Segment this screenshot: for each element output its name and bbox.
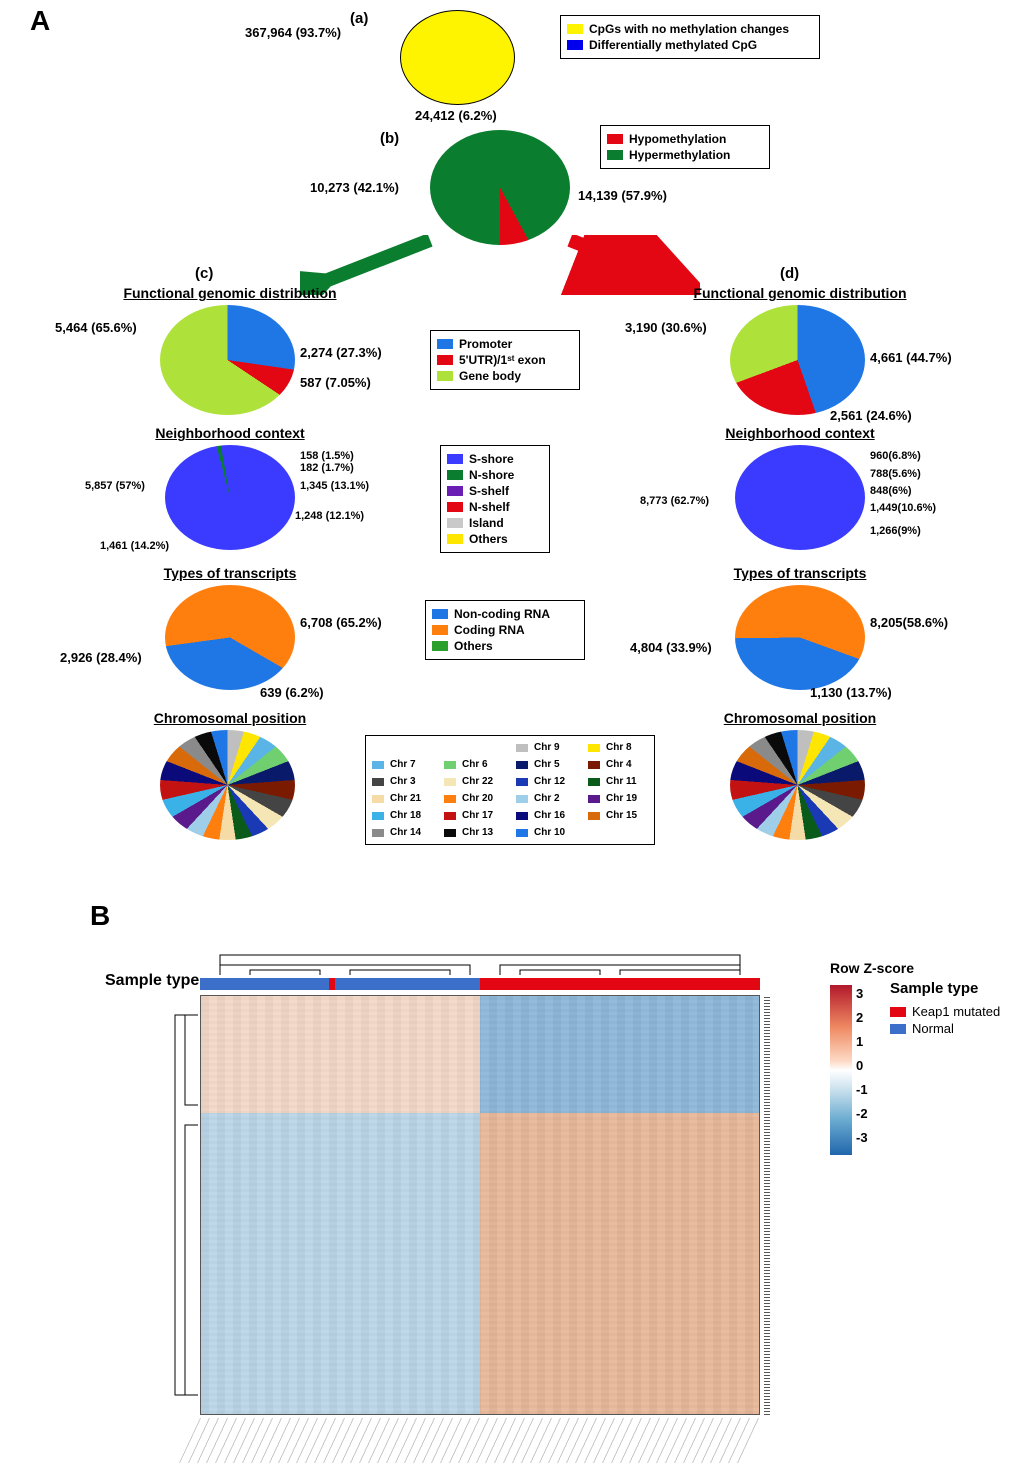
- c-tt-title: Types of transcripts: [130, 565, 330, 581]
- c-nc-5: 5,857 (57%): [85, 480, 145, 492]
- pie-d-fgd: [730, 305, 865, 415]
- legend-nc: S-shoreN-shoreS-shelfN-shelfIslandOthers: [440, 445, 550, 553]
- d-tt-r: 8,205(58.6%): [870, 615, 948, 630]
- c-fgd-rt: 2,274 (27.3%): [300, 345, 382, 360]
- c-nc-title: Neighborhood context: [130, 425, 330, 441]
- c-nc-0: 158 (1.5%): [300, 450, 354, 462]
- pie-b-right: 14,139 (57.9%): [578, 188, 667, 203]
- sample-legend-title: Sample type: [890, 980, 978, 997]
- c-fgd-title: Functional genomic distribution: [110, 285, 350, 301]
- c-nc-3: 1,248 (12.1%): [295, 510, 364, 522]
- d-nc-3: 1,449(10.6%): [870, 502, 936, 514]
- c-tt-l: 2,926 (28.4%): [60, 650, 142, 665]
- d-tt-l: 4,804 (33.9%): [630, 640, 712, 655]
- pie-a: [400, 10, 515, 105]
- pie-b: [430, 130, 570, 245]
- legend-tt: Non-coding RNACoding RNAOthers: [425, 600, 585, 660]
- pie-c-nc: [165, 445, 295, 550]
- d-fgd-left: 3,190 (30.6%): [625, 320, 707, 335]
- legend-b: HypomethylationHypermethylation: [600, 125, 770, 169]
- d-nc-5: 8,773 (62.7%): [640, 495, 709, 507]
- c-nc-1: 182 (1.7%): [300, 462, 354, 474]
- sub-a: (a): [350, 10, 368, 27]
- pie-a-bottom: 24,412 (6.2%): [415, 108, 497, 123]
- heatmap-sample-labels: [179, 1418, 760, 1463]
- legend-a: CpGs with no methylation changesDifferen…: [560, 15, 820, 59]
- d-fgd-title: Functional genomic distribution: [680, 285, 920, 301]
- c-tt-r: 6,708 (65.2%): [300, 615, 382, 630]
- dendro-top: [200, 930, 760, 975]
- figure-panel-a: A (a) 367,964 (93.7%) 24,412 (6.2%) CpGs…: [0, 0, 1020, 880]
- sub-b: (b): [380, 130, 399, 147]
- pie-c-cp: [160, 730, 295, 840]
- d-nc-title: Neighborhood context: [700, 425, 900, 441]
- pie-d-nc: [735, 445, 865, 550]
- panel-b-label: B: [90, 900, 110, 932]
- arrow-right: [560, 235, 700, 295]
- heatmap-col-labels: [764, 995, 770, 1415]
- sub-d: (d): [780, 265, 799, 282]
- heatmap: [200, 995, 760, 1415]
- pie-c-fgd: [160, 305, 295, 415]
- zscore-ticks: 3210-1-2-3: [856, 982, 868, 1150]
- c-fgd-rb: 587 (7.05%): [300, 375, 371, 390]
- figure-panel-b: B Sample type Row Z-score: [0, 900, 1020, 1470]
- c-tt-b: 639 (6.2%): [260, 685, 324, 700]
- sample-bar: [200, 978, 760, 990]
- pie-b-left: 10,273 (42.1%): [310, 180, 399, 195]
- zscore-bar: [830, 985, 852, 1155]
- sample-legend: Keap1 mutatedNormal: [890, 1002, 1000, 1038]
- c-nc-4: 1,461 (14.2%): [100, 540, 169, 552]
- pie-d-tt: [735, 585, 865, 690]
- sample-type-label: Sample type: [105, 972, 199, 990]
- c-nc-2: 1,345 (13.1%): [300, 480, 369, 492]
- d-fgd-rt: 4,661 (44.7%): [870, 350, 952, 365]
- pie-d-cp: [730, 730, 865, 840]
- d-fgd-rb: 2,561 (24.6%): [830, 408, 912, 423]
- d-cp-title: Chromosomal position: [700, 710, 900, 726]
- d-nc-4: 1,266(9%): [870, 525, 921, 537]
- legend-cp: Chr 9Chr 8Chr 7Chr 6Chr 5Chr 4Chr 3Chr 2…: [365, 735, 655, 845]
- sub-c: (c): [195, 265, 213, 282]
- c-fgd-left: 5,464 (65.6%): [55, 320, 137, 335]
- c-cp-title: Chromosomal position: [130, 710, 330, 726]
- dendro-left: [150, 995, 198, 1415]
- d-tt-title: Types of transcripts: [700, 565, 900, 581]
- d-nc-1: 788(5.6%): [870, 468, 921, 480]
- pie-c-tt: [165, 585, 295, 690]
- zscore-title: Row Z-score: [830, 960, 914, 976]
- panel-a-label: A: [30, 5, 50, 37]
- d-nc-0: 960(6.8%): [870, 450, 921, 462]
- legend-fgd: Promoter5'UTR)/1ˢᵗ exonGene body: [430, 330, 580, 390]
- d-nc-2: 848(6%): [870, 485, 912, 497]
- d-tt-b: 1,130 (13.7%): [810, 685, 892, 700]
- pie-a-left: 367,964 (93.7%): [245, 25, 341, 40]
